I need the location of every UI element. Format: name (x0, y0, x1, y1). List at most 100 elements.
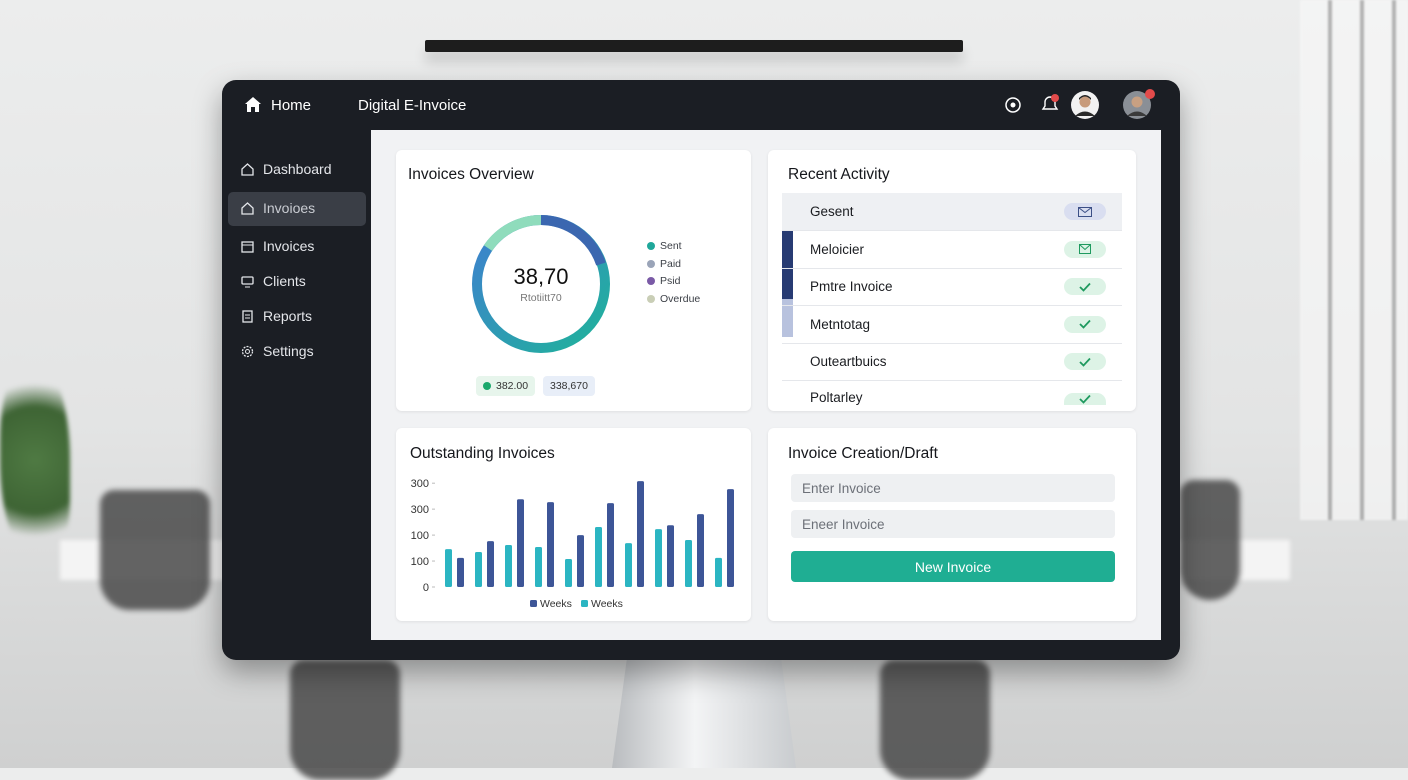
sidebar-item[interactable]: Clients (240, 273, 360, 289)
pill: 338,670 (543, 376, 595, 396)
bar (727, 489, 734, 587)
sidebar-icon (240, 344, 255, 359)
status-badge (1064, 203, 1106, 220)
new-invoice-button[interactable]: New Invoice (791, 551, 1115, 582)
outstanding-card (396, 428, 751, 621)
activity-row[interactable]: Outeartbuics (782, 343, 1122, 381)
activity-label: Pmtre Invoice (810, 279, 893, 294)
chair (290, 660, 400, 780)
bar (715, 557, 722, 587)
bar (655, 529, 662, 587)
status-badge (1064, 392, 1106, 405)
activity-label: Metntotag (810, 316, 871, 332)
bar (535, 547, 542, 587)
legend-dot (647, 277, 655, 285)
legend-dot (647, 259, 655, 268)
home-icon[interactable] (244, 96, 262, 114)
bar (475, 551, 482, 587)
donut-segment (540, 215, 606, 266)
bar (697, 514, 704, 587)
activity-accent (782, 299, 793, 337)
activity-row[interactable]: Metntotag (782, 306, 1122, 344)
bar (517, 499, 524, 587)
legend-dot (647, 294, 655, 303)
sidebar-icon (240, 162, 255, 177)
card-title: Invoice Creation/Draft (788, 445, 938, 462)
bar (445, 549, 452, 587)
sidebar-label: Invoioes (263, 200, 316, 216)
sidebar-label: Clients (263, 273, 306, 289)
avatar[interactable] (1070, 90, 1100, 120)
donut-caption: Rtotiitt70 (520, 292, 562, 304)
activity-row[interactable]: Meloicier (782, 231, 1122, 269)
chair (880, 660, 990, 780)
card-title: Outstanding Invoices (410, 445, 555, 462)
notification-icon[interactable] (1039, 93, 1061, 115)
bar (577, 535, 584, 587)
legend-swatch (581, 600, 588, 607)
y-tick-label: 100 (411, 530, 429, 542)
y-tick-label: 300 (411, 504, 429, 516)
sidebar-label: Settings (263, 343, 314, 359)
activity-row[interactable]: Poltarley (782, 381, 1122, 405)
legend-dot (647, 242, 655, 250)
status-badge (1064, 278, 1106, 295)
sidebar-icon (240, 201, 255, 216)
sidebar-item[interactable]: Settings (240, 343, 360, 359)
avatar[interactable] (1122, 88, 1158, 120)
sidebar-label: Reports (263, 308, 313, 324)
activity-label: Meloicier (810, 241, 865, 257)
activity-row[interactable]: Pmtre Invoice (782, 268, 1122, 306)
y-tick-label: 100 (411, 556, 429, 568)
y-tick-label: 0 (423, 582, 429, 594)
activity-accent (782, 193, 793, 299)
text-input[interactable]: Eneer Invoice (791, 510, 1115, 538)
legend-item: Sent (647, 240, 682, 252)
bar (607, 503, 614, 587)
sidebar-active (228, 192, 366, 226)
bar (547, 502, 554, 587)
window (1300, 0, 1408, 520)
status-badge (1064, 240, 1106, 258)
bar (505, 544, 512, 587)
legend-label: Weeks (591, 598, 623, 610)
sidebar-item[interactable]: Invoioes (240, 200, 360, 216)
legend-label: Weeks (540, 598, 572, 610)
legend-label: Overdue (660, 292, 701, 305)
legend-swatch (530, 600, 537, 607)
sidebar-item[interactable]: Dashboard (240, 161, 360, 177)
overview-card (396, 150, 751, 411)
app-title: Digital E-Invoice (358, 97, 467, 114)
bar (685, 540, 692, 587)
activity-row[interactable]: Gesent (782, 193, 1122, 231)
card-title: Invoices Overview (408, 166, 534, 183)
text-input[interactable]: Enter Invoice (791, 474, 1115, 502)
bar (565, 558, 572, 587)
status-badge (1064, 315, 1106, 333)
activity-label: Outeartbuics (810, 354, 887, 369)
sidebar-icon (240, 239, 255, 254)
sidebar-item[interactable]: Invoices (240, 238, 360, 254)
sidebar-icon (240, 309, 255, 324)
donut (472, 214, 610, 353)
sidebar-item[interactable]: Reports (240, 308, 360, 324)
sidebar-icon (240, 274, 255, 289)
monitor-stand (612, 660, 796, 768)
bar (595, 527, 602, 587)
legend-label: Paid (660, 257, 682, 270)
home-link[interactable]: Home (271, 97, 312, 114)
y-tick-label: 300 (411, 478, 429, 490)
ceiling-lamp (425, 40, 963, 52)
legend-item: Paid (647, 258, 681, 270)
activity-label: Gesent (810, 204, 854, 219)
legend-label: Sent (660, 240, 682, 252)
chair (1180, 480, 1240, 600)
activity-label: Poltarley (810, 389, 863, 405)
bar (625, 543, 632, 587)
bar (457, 557, 464, 587)
plant (0, 360, 70, 560)
donut-segment (483, 214, 542, 251)
donut-total: 38,70 (513, 264, 569, 289)
settings-icon[interactable] (1004, 96, 1022, 114)
sidebar-label: Invoices (263, 238, 315, 254)
